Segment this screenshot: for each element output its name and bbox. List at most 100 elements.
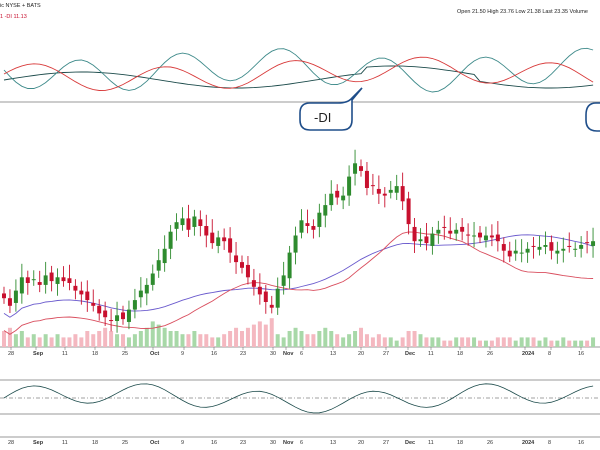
volume-bar <box>19 331 24 347</box>
date-tick-label: 20 <box>358 351 364 357</box>
candle-body <box>126 309 131 322</box>
candle-body <box>156 260 161 271</box>
volume-bar <box>150 321 155 347</box>
volume-bar <box>495 337 500 347</box>
volume-bar <box>519 337 524 347</box>
volume-bar <box>442 340 447 347</box>
callout-text: -DI <box>314 110 331 125</box>
candle-body <box>138 290 143 298</box>
volume-bar <box>115 334 120 347</box>
date-tick-label: 18 <box>457 351 463 357</box>
volume-bar <box>359 327 363 347</box>
date-tick-label: 11 <box>428 351 434 357</box>
candle-body <box>43 275 48 285</box>
candle-body <box>549 242 554 251</box>
volume-bar <box>394 340 399 347</box>
candle-body <box>25 277 30 283</box>
candle-body <box>222 237 227 242</box>
volume-bar <box>376 334 381 347</box>
candle-body <box>91 302 96 306</box>
candle-body <box>37 282 42 285</box>
minus-di-line <box>3 56 594 91</box>
candle-body <box>359 166 363 171</box>
candle-body <box>394 186 399 193</box>
candle-body <box>364 170 369 188</box>
volume-bar <box>585 340 590 347</box>
volume-bar <box>483 340 488 347</box>
candle-body <box>466 234 471 236</box>
volume-bar <box>329 331 334 347</box>
candle-body <box>180 218 185 226</box>
candle-body <box>579 245 584 249</box>
volume-bar <box>245 327 250 347</box>
candle-body <box>495 234 500 242</box>
candle-body <box>478 232 482 238</box>
volume-bar <box>507 337 512 347</box>
date-tick-label: 16 <box>578 351 584 357</box>
volume-bar <box>388 337 393 347</box>
candle-body <box>287 252 292 279</box>
candle-body <box>299 220 304 233</box>
date-tick-label: 28 <box>8 440 14 446</box>
volume-bar <box>293 327 298 347</box>
volume-bar <box>543 337 548 347</box>
candle-body <box>537 246 542 250</box>
candle-body <box>591 241 596 246</box>
candle-body <box>109 320 114 322</box>
candle-body <box>174 222 179 229</box>
volume-bar <box>335 334 340 347</box>
candle-body <box>162 248 167 264</box>
volume-bar <box>222 334 227 347</box>
volume-bar <box>257 321 262 347</box>
candle-body <box>370 185 375 187</box>
volume-bar <box>144 327 149 347</box>
date-tick-label: 26 <box>487 440 493 446</box>
candle-body <box>585 242 590 244</box>
candle-body <box>281 275 286 286</box>
volume-bar <box>228 331 233 347</box>
date-tick-label: 30 <box>270 351 276 357</box>
candle-body <box>121 312 125 320</box>
candle-body <box>198 219 203 226</box>
date-tick-label: 23 <box>240 351 246 357</box>
candle-body <box>228 238 233 253</box>
volume-bar <box>305 334 310 347</box>
candle-body <box>472 235 477 237</box>
volume-bar <box>472 337 477 347</box>
date-tick-label: 13 <box>330 351 336 357</box>
candle-body <box>311 226 316 230</box>
candle-body <box>424 236 429 244</box>
volume-bar <box>323 327 328 347</box>
volume-bar <box>353 331 358 347</box>
candle-body <box>186 218 191 230</box>
date-tick-label: 2024 <box>522 351 535 357</box>
candle-body <box>269 304 274 308</box>
header-bar: ic NYSE + BATS Open 21.50 High 23.76 Low… <box>0 0 600 22</box>
date-tick-label: 27 <box>383 440 389 446</box>
volume-bar <box>49 337 54 347</box>
date-axis: 28 28 Sep Sep 11 11 18 18 25 25 Oct Oct 9 9 16 16 23 23 30… <box>8 347 584 446</box>
candle-body <box>168 231 173 249</box>
volume-bar <box>198 334 203 347</box>
candle-body <box>329 193 334 206</box>
candle-body <box>412 226 417 242</box>
candle-body <box>192 216 197 227</box>
date-tick-label: 25 <box>122 351 128 357</box>
candle-body <box>240 262 244 268</box>
volume-bar <box>287 331 292 347</box>
candle-body <box>483 235 488 241</box>
candle-body <box>19 277 24 294</box>
date-tick-label: 16 <box>578 440 584 446</box>
volume-bar <box>341 337 346 347</box>
candle-body <box>103 310 108 318</box>
volume-bar <box>269 318 274 347</box>
volume-bars <box>2 318 596 347</box>
candle-body <box>293 235 298 253</box>
candle-body <box>49 272 54 282</box>
volume-bar <box>103 327 108 347</box>
volume-bar <box>97 331 102 347</box>
volume-bar <box>370 337 375 347</box>
date-tick-label: 16 <box>211 440 217 446</box>
